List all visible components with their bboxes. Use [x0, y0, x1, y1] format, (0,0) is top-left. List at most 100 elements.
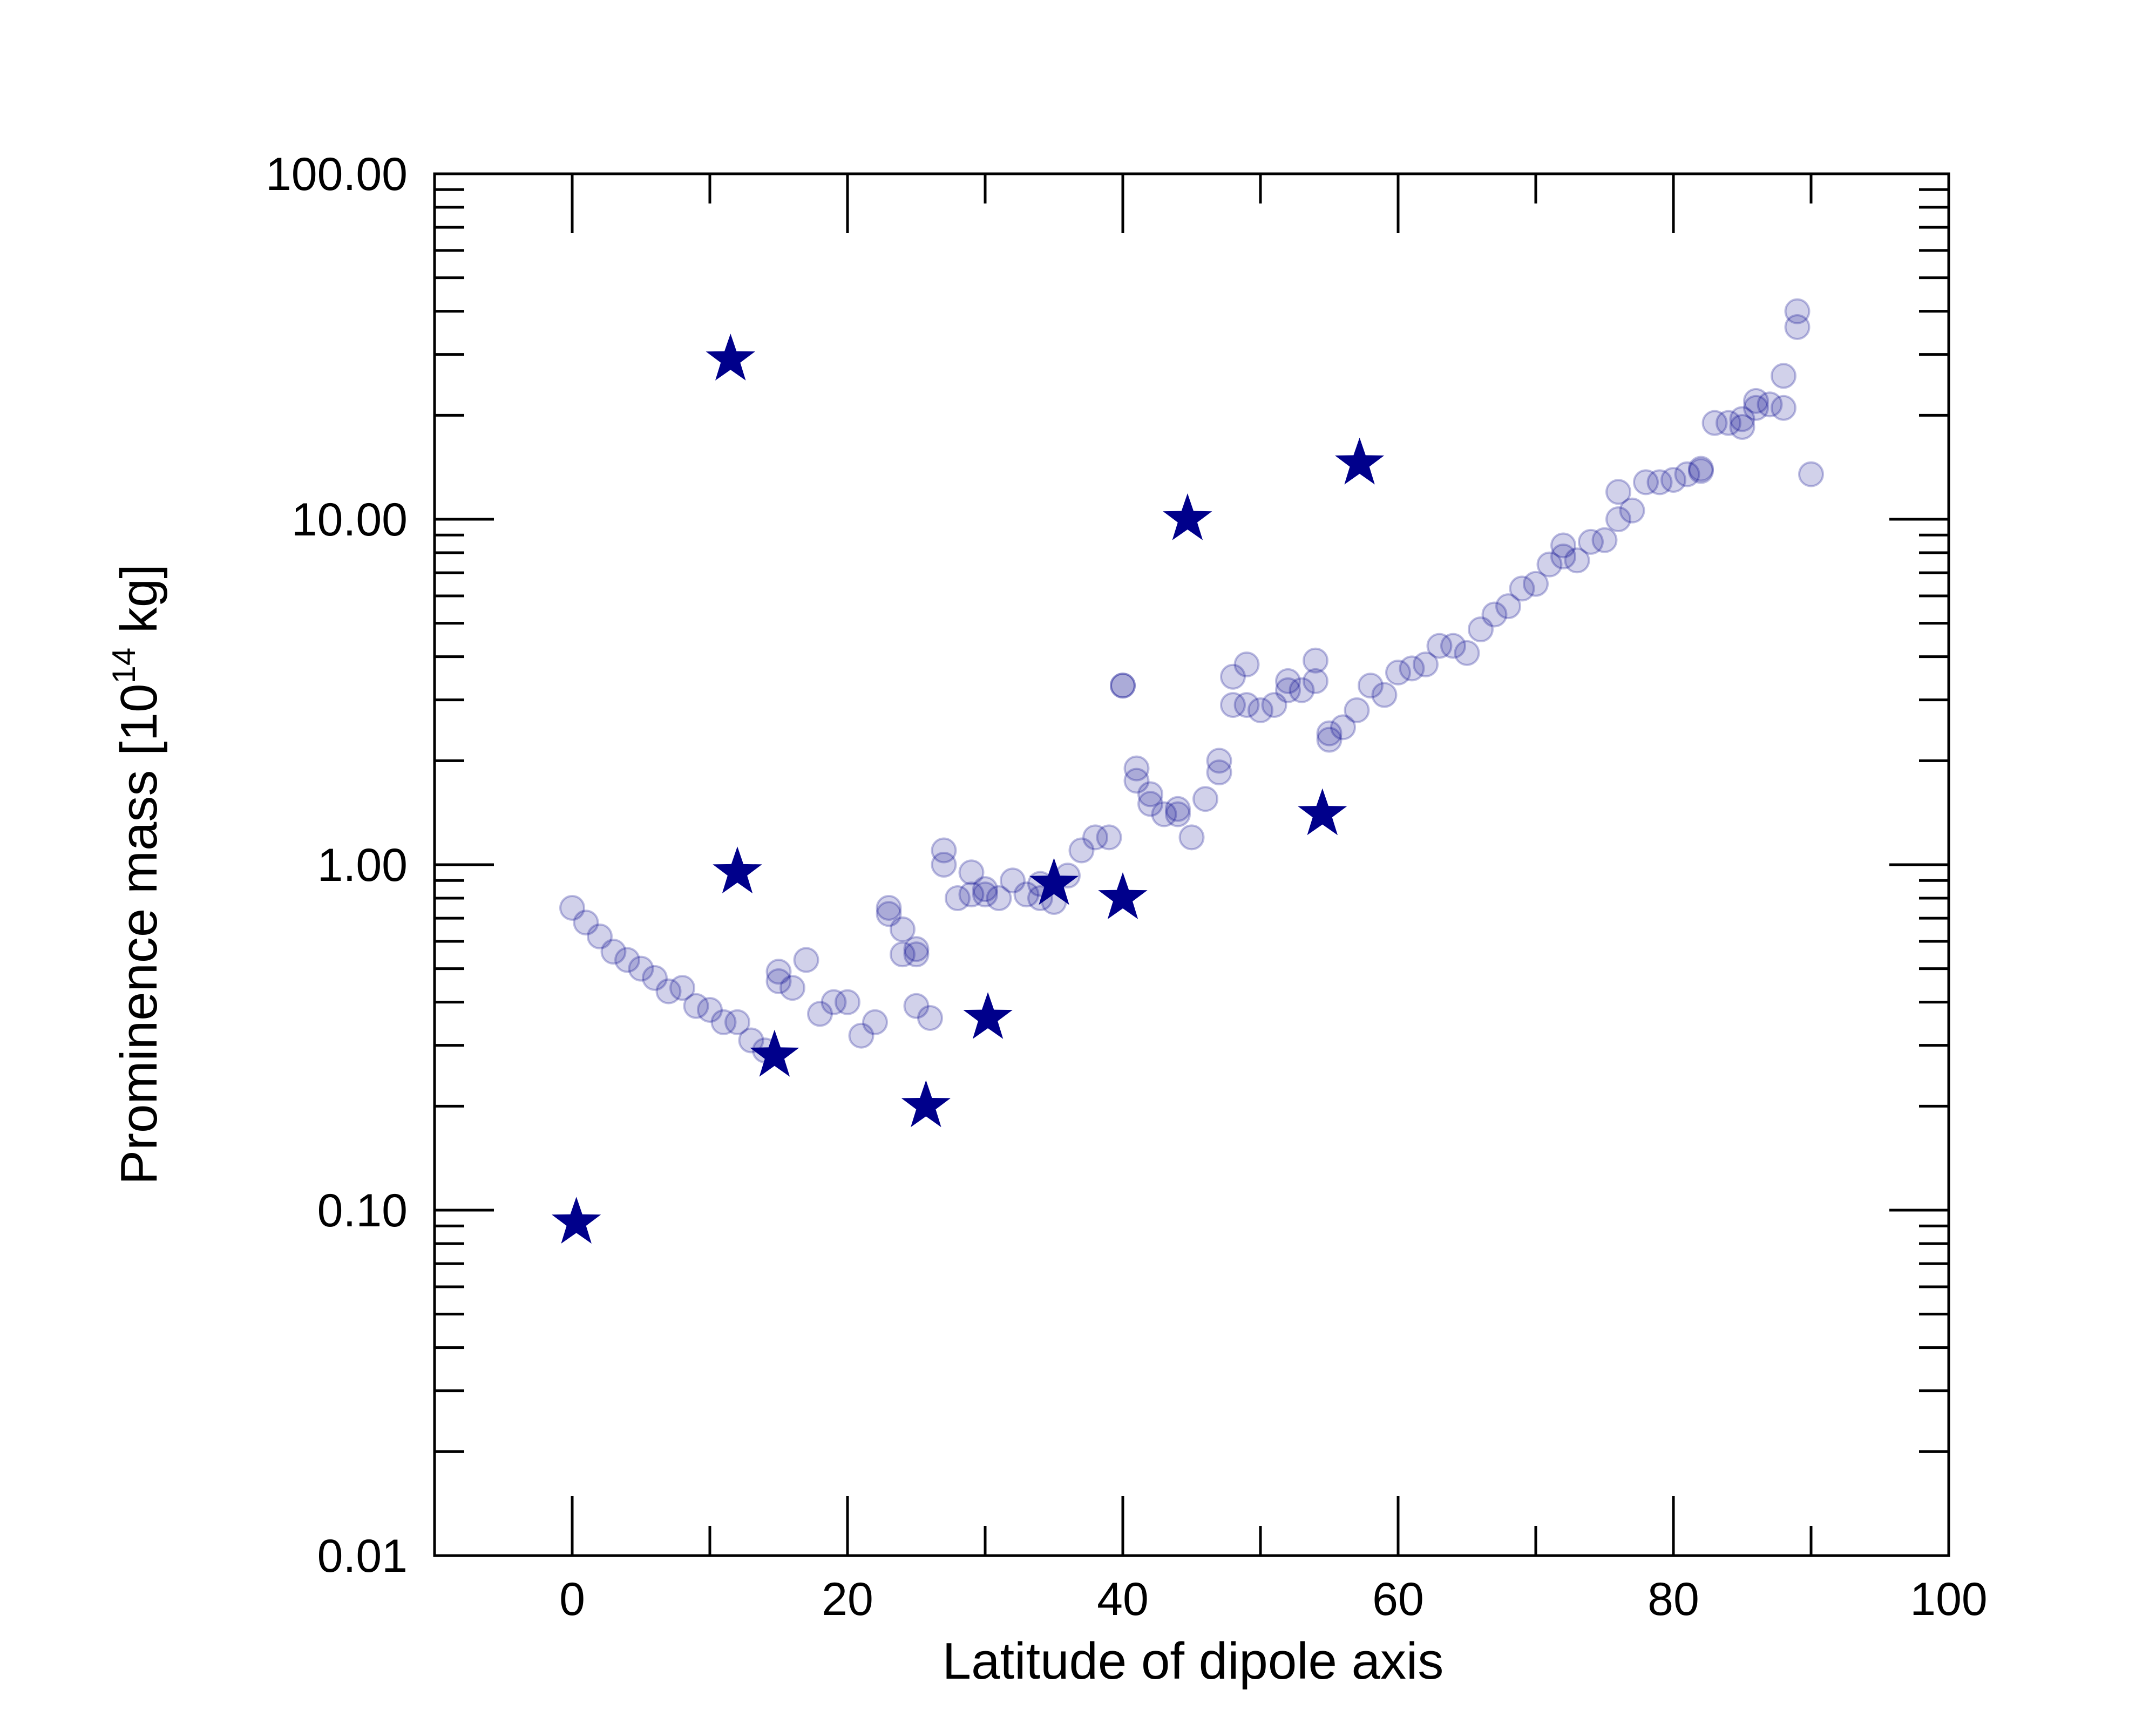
- star-point: [901, 1080, 951, 1128]
- circle-point: [1275, 677, 1301, 703]
- x-tick-label: 40: [1097, 1573, 1149, 1625]
- circle-point: [1688, 458, 1714, 484]
- y-axis-title: Prominence mass [1014 kg]: [106, 564, 168, 1185]
- star-point: [963, 992, 1013, 1039]
- circle-point: [1646, 469, 1673, 496]
- circle-point: [1688, 456, 1714, 482]
- circle-point: [1385, 659, 1411, 685]
- circle-point: [972, 881, 998, 908]
- circle-point: [1358, 673, 1384, 699]
- circle-point: [1771, 363, 1796, 389]
- circle-point: [945, 885, 971, 912]
- circle-point: [931, 852, 957, 878]
- circle-point: [1771, 395, 1796, 421]
- circle-point: [1344, 697, 1370, 723]
- circle-point: [1591, 527, 1618, 553]
- circle-point: [1220, 663, 1246, 690]
- circle-point: [1784, 314, 1811, 340]
- circle-point: [1729, 414, 1755, 440]
- star-point: [1163, 493, 1212, 540]
- circle-point: [821, 989, 847, 1015]
- circle-point: [835, 989, 860, 1015]
- circle-point: [1123, 755, 1150, 782]
- circle-point: [1178, 824, 1205, 851]
- circle-point: [876, 901, 902, 927]
- x-tick-label: 60: [1372, 1573, 1424, 1625]
- circle-point: [1000, 867, 1026, 894]
- circle-point: [1123, 768, 1150, 794]
- circle-point: [1523, 571, 1549, 597]
- circle-point: [793, 947, 819, 973]
- circle-point: [1454, 640, 1480, 666]
- circle-point: [1743, 395, 1769, 421]
- circle-series: [559, 298, 1824, 1064]
- circle-point: [1413, 651, 1439, 677]
- circle-point: [1674, 461, 1700, 487]
- circle-point: [1289, 677, 1315, 703]
- circle-point: [1110, 673, 1136, 699]
- circle-point: [1798, 461, 1824, 487]
- y-axis-title-unit: kg]: [110, 564, 168, 648]
- x-tick-label: 80: [1647, 1573, 1699, 1625]
- star-point: [706, 334, 755, 381]
- circle-point: [1743, 388, 1769, 414]
- circle-point: [1137, 791, 1163, 817]
- circle-point: [876, 894, 902, 921]
- circle-point: [697, 996, 723, 1023]
- x-tick-label: 100: [1910, 1573, 1988, 1625]
- circle-point: [1481, 601, 1508, 628]
- star-point: [1029, 858, 1079, 905]
- star-point: [1334, 437, 1385, 485]
- circle-point: [1068, 837, 1095, 864]
- circle-point: [1550, 544, 1576, 570]
- circle-point: [1233, 651, 1260, 677]
- star-point: [713, 846, 762, 894]
- circle-point: [1550, 532, 1576, 559]
- circle-point: [1151, 801, 1177, 827]
- circle-point: [1206, 748, 1232, 774]
- y-tick-label: 10.00: [291, 494, 408, 546]
- circle-point: [1082, 824, 1108, 851]
- star-series: [552, 334, 1385, 1244]
- y-axis-title-main: Prominence mass [10: [110, 684, 168, 1185]
- circle-point: [972, 876, 998, 902]
- circle-point: [614, 947, 640, 973]
- circle-point: [724, 1009, 750, 1035]
- circle-point: [655, 978, 682, 1004]
- star-point: [1298, 788, 1347, 836]
- circle-point: [1536, 551, 1563, 578]
- circle-point: [1233, 692, 1260, 718]
- circle-point: [559, 894, 585, 921]
- circle-point: [642, 965, 668, 991]
- circle-point: [862, 1009, 888, 1035]
- circle-point: [1330, 714, 1356, 741]
- circle-point: [848, 1022, 874, 1049]
- x-tick-label: 0: [559, 1573, 585, 1625]
- circle-point: [1729, 406, 1755, 432]
- circle-point: [1165, 801, 1191, 827]
- y-tick-label: 1.00: [317, 839, 408, 891]
- circle-point: [1633, 469, 1659, 496]
- circle-point: [779, 975, 805, 1001]
- circle-point: [1564, 547, 1590, 574]
- circle-point: [1701, 410, 1728, 436]
- circle-point: [917, 1004, 943, 1031]
- circle-point: [1275, 668, 1301, 694]
- circle-point: [1013, 881, 1040, 908]
- circle-point: [1495, 593, 1521, 620]
- circle-point: [1605, 479, 1631, 505]
- x-tick-label: 20: [822, 1573, 873, 1625]
- circle-point: [1220, 692, 1246, 718]
- circle-point: [931, 837, 957, 864]
- circle-point: [1316, 727, 1343, 753]
- circle-point: [1303, 647, 1328, 674]
- circle-point: [628, 955, 654, 982]
- circle-point: [1605, 506, 1631, 532]
- circle-point: [738, 1027, 764, 1054]
- circle-point: [1096, 824, 1122, 851]
- circle-point: [1110, 673, 1136, 699]
- star-point: [750, 1029, 799, 1077]
- circle-point: [890, 941, 916, 968]
- circle-point: [1509, 575, 1535, 602]
